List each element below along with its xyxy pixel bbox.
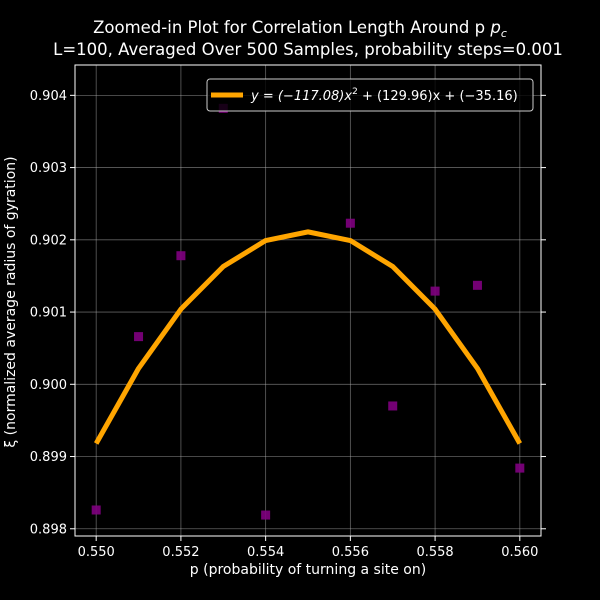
y-axis-label: ξ (normalized average radius of gyration…	[3, 156, 19, 447]
data-point	[345, 218, 355, 228]
x-tick-label: 0.552	[162, 545, 199, 560]
plot-frame	[74, 64, 542, 537]
y-tick-label: 0.900	[30, 378, 67, 393]
x-tick-label: 0.560	[501, 545, 538, 560]
data-point	[91, 505, 101, 515]
y-tick-label: 0.899	[30, 450, 67, 465]
axes	[74, 64, 542, 537]
data-point	[134, 332, 144, 342]
y-tick-label: 0.901	[30, 306, 67, 321]
y-tick-label: 0.898	[30, 522, 67, 537]
y-axis-ticks: 0.898 0.899 0.900 0.901 0.902 0.903 0.904	[30, 89, 546, 537]
chart-title-line1: Zoomed-in Plot for Correlation Length Ar…	[93, 18, 507, 40]
data-point	[515, 463, 525, 473]
legend-label: y = (−117.08)x2 + (129.96)x + (−35.16)	[250, 87, 518, 104]
x-tick-label: 0.554	[247, 545, 284, 560]
x-axis-label: p (probability of turning a site on)	[190, 562, 426, 578]
data-point	[176, 251, 186, 261]
y-tick-label: 0.902	[30, 233, 67, 248]
data-point	[261, 510, 271, 520]
y-tick-label: 0.903	[30, 161, 67, 176]
x-tick-label: 0.558	[416, 545, 453, 560]
x-tick-label: 0.550	[78, 545, 115, 560]
legend-box	[206, 78, 534, 112]
legend: y = (−117.08)x2 + (129.96)x + (−35.16)	[206, 78, 534, 112]
data-point	[388, 401, 398, 411]
y-tick-label: 0.904	[30, 89, 67, 104]
fit-curve-line	[94, 229, 522, 445]
x-axis-ticks: 0.550 0.552 0.554 0.556 0.558 0.560	[78, 536, 538, 560]
grid-lines	[75, 65, 541, 536]
data-point	[430, 286, 440, 296]
fit-curve-group	[94, 229, 522, 445]
x-tick-label: 0.556	[332, 545, 369, 560]
chart-title-line2: L=100, Averaged Over 500 Samples, probab…	[53, 40, 563, 59]
data-point	[472, 280, 482, 290]
